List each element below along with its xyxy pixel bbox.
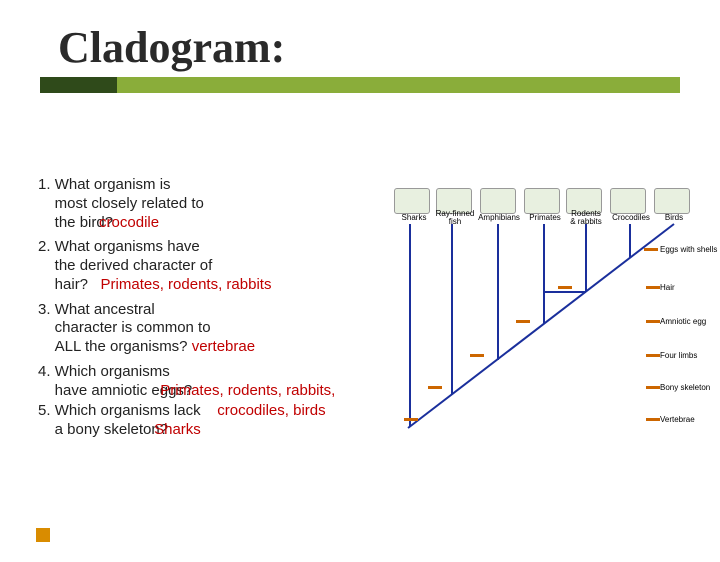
cladogram-diagram: Sharks Ray-finned fish Amphibians Primat… [398, 184, 698, 434]
q1-line2: most closely related to [55, 195, 204, 212]
tick-amniotic [516, 320, 530, 323]
q2-answer: Primates, rodents, rabbits [101, 276, 272, 293]
tick-eggs [644, 248, 658, 251]
q1-answer: crocodile [99, 214, 159, 231]
taxon-label-5: Crocodiles [606, 214, 656, 222]
q3-answer: vertebrae [192, 338, 255, 355]
tick-hair [558, 286, 572, 289]
tick-limbs [470, 354, 484, 357]
char-eggs: Eggs with shells [660, 245, 717, 254]
tick-vertebrae-right [646, 418, 660, 421]
q2-num: 2. [38, 238, 51, 255]
q1-line1: What organism is [55, 176, 171, 193]
q5-num: 5. [38, 402, 51, 419]
q4-line1: Which organisms [55, 363, 170, 380]
taxon-label-4: Rodents & rabbits [562, 210, 610, 226]
taxon-img-primates [524, 188, 560, 214]
char-limbs: Four limbs [660, 351, 697, 360]
taxon-img-birds [654, 188, 690, 214]
tick-amniotic-right [646, 320, 660, 323]
taxon-label-0: Sharks [394, 214, 434, 222]
q1-num: 1. [38, 176, 51, 193]
tick-bony-right [646, 386, 660, 389]
tick-limbs-right [646, 354, 660, 357]
q3-line3: ALL the organisms? [55, 338, 188, 355]
q2-line3: hair? [55, 276, 88, 293]
title-accent-bar [40, 77, 680, 93]
taxon-label-1: Ray-finned fish [432, 210, 478, 226]
page-title: Cladogram: [58, 22, 720, 73]
q3-line2: character is common to [55, 319, 211, 336]
taxon-img-crocodiles [610, 188, 646, 214]
char-hair: Hair [660, 283, 675, 292]
q4-answer-a: Primates, rodents, rabbits, [160, 382, 335, 399]
q3-line1: What ancestral [55, 301, 155, 318]
q5-line2: a bony skeleton? [55, 421, 168, 438]
q5-answer: Sharks [154, 421, 201, 438]
q4-num: 4. [38, 363, 51, 380]
q5-line1: Which organisms lack [55, 402, 201, 419]
taxon-img-amphibians [480, 188, 516, 214]
char-bony: Bony skeleton [660, 383, 710, 392]
q2-line1: What organisms have [55, 238, 200, 255]
taxon-img-sharks [394, 188, 430, 214]
taxon-label-6: Birds [656, 214, 692, 222]
taxon-label-2: Amphibians [474, 214, 524, 222]
char-vertebrae: Vertebrae [660, 415, 695, 424]
q2-line2: the derived character of [55, 257, 213, 274]
tick-vertebrae [404, 418, 418, 421]
char-amniotic: Amniotic egg [660, 317, 706, 326]
q4-answer-b: crocodiles, birds [217, 402, 325, 419]
q3-num: 3. [38, 301, 51, 318]
tick-hair-right [646, 286, 660, 289]
tick-bony [428, 386, 442, 389]
